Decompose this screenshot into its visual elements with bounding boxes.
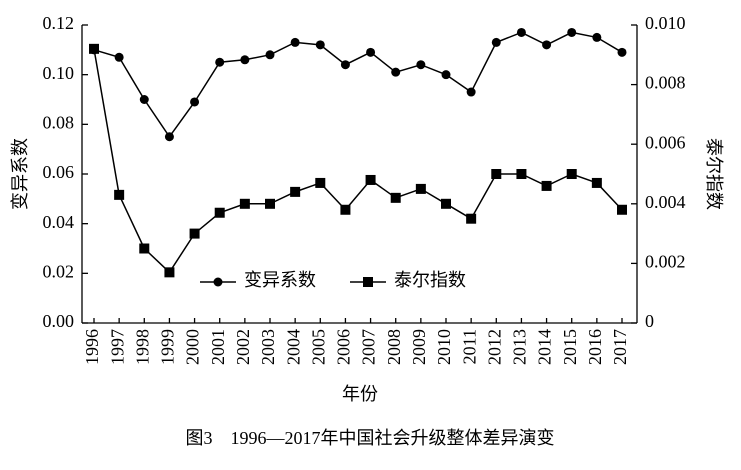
point	[541, 180, 552, 191]
point	[441, 70, 451, 80]
point	[592, 32, 602, 42]
point	[391, 67, 401, 77]
point	[366, 47, 376, 57]
point	[542, 40, 552, 50]
y2-tick-label: 0.004	[645, 192, 686, 212]
point	[390, 192, 401, 203]
x-tick-label: 1997	[107, 329, 127, 365]
x-tick-label: 2015	[560, 329, 580, 365]
point	[416, 60, 426, 70]
x-tick-label: 2012	[484, 329, 504, 365]
y2-tick-label: 0.008	[645, 73, 686, 93]
x-tick-label: 2004	[283, 329, 303, 365]
x-tick-label: 2008	[384, 329, 404, 365]
x-tick-label: 2017	[610, 329, 630, 365]
legend-marker	[213, 277, 223, 287]
point	[89, 43, 99, 54]
x-tick-label: 2000	[183, 329, 203, 365]
point	[114, 52, 124, 62]
legend-marker	[363, 277, 373, 287]
x-tick-label: 2010	[434, 329, 454, 365]
y-tick-label: 0.04	[43, 212, 75, 232]
point	[491, 169, 502, 179]
x-tick-label: 1996	[82, 329, 102, 365]
x-tick-label: 1999	[158, 329, 178, 365]
y-tick-label: 0.12	[43, 13, 75, 33]
point	[214, 207, 225, 218]
point	[466, 213, 477, 224]
x-tick-label: 2014	[535, 329, 555, 365]
x-tick-label: 2001	[208, 329, 228, 365]
point	[491, 37, 501, 47]
x-tick-label: 2005	[308, 329, 328, 365]
y2-tick-label: 0.010	[645, 13, 686, 33]
y2-tick-label: 0.002	[645, 252, 686, 272]
y-tick-label: 0.00	[43, 311, 75, 331]
point	[566, 169, 577, 179]
point	[114, 189, 125, 200]
point	[441, 198, 451, 209]
point	[516, 27, 526, 37]
x-tick-label: 2013	[510, 329, 530, 365]
y-tick-label: 0.10	[43, 63, 75, 83]
x-tick-label: 2016	[585, 329, 605, 365]
y-tick-label: 0.02	[43, 261, 75, 281]
x-tick-label: 2009	[409, 329, 429, 365]
x-tick-label: 2007	[359, 329, 379, 365]
caption: 图3 1996—2017年中国社会升级整体差异演变	[186, 428, 555, 448]
y-tick-label: 0.06	[43, 162, 75, 182]
y2-tick-label: 0	[645, 311, 654, 331]
point	[290, 186, 301, 197]
x-tick-label: 2003	[258, 329, 278, 365]
y-axis-title: 变异系数	[10, 138, 30, 210]
x-tick-label: 1998	[132, 329, 152, 365]
point	[315, 40, 325, 50]
point	[290, 37, 300, 47]
y-tick-label: 0.08	[43, 112, 75, 132]
y2-tick-label: 0.006	[645, 132, 686, 152]
x-tick-label: 2011	[459, 329, 479, 364]
series-line	[93, 31, 623, 139]
point	[315, 177, 326, 188]
point	[340, 60, 350, 70]
point	[265, 50, 275, 60]
point	[239, 198, 250, 209]
point	[340, 204, 351, 215]
x-tick-label: 2002	[233, 329, 253, 365]
y2-axis-title: 泰尔指数	[704, 138, 724, 210]
point	[466, 87, 476, 97]
point	[139, 243, 150, 254]
point	[189, 228, 200, 239]
point	[215, 57, 225, 67]
point	[240, 55, 250, 65]
point	[415, 183, 426, 194]
point	[591, 177, 602, 188]
legend-label: 变异系数	[244, 270, 316, 290]
point	[567, 27, 577, 37]
point	[265, 198, 275, 209]
legend-label: 泰尔指数	[394, 270, 466, 290]
point	[516, 169, 527, 179]
point	[617, 47, 627, 57]
point	[164, 267, 175, 278]
series-line	[93, 48, 623, 274]
point	[164, 132, 174, 142]
x-tick-label: 2006	[334, 329, 354, 365]
x-axis-title: 年份	[342, 384, 378, 404]
point	[190, 97, 200, 107]
point	[365, 174, 376, 185]
point	[617, 204, 627, 215]
point	[139, 95, 149, 104]
